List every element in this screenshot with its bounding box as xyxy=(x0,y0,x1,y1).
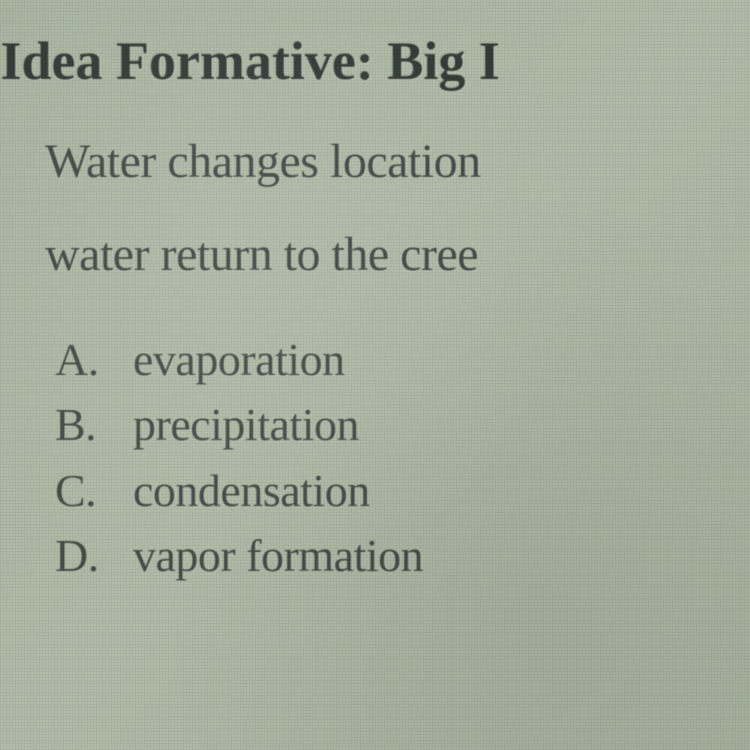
option-a: A.evaporation xyxy=(55,327,750,392)
option-c: C.condensation xyxy=(55,458,750,523)
option-text: condensation xyxy=(133,465,370,516)
option-letter: C. xyxy=(55,458,133,523)
option-text: vapor formation xyxy=(133,530,423,581)
option-text: evaporation xyxy=(133,334,345,385)
option-letter: B. xyxy=(55,392,133,457)
option-d: D.vapor formation xyxy=(55,523,750,588)
question-line-1: Water changes location xyxy=(45,134,750,189)
section-heading: g Idea Formative: Big I xyxy=(0,30,750,92)
option-letter: A. xyxy=(55,327,133,392)
question-line-2: water return to the cree xyxy=(45,227,750,282)
option-text: precipitation xyxy=(133,399,359,450)
option-b: B.precipitation xyxy=(55,392,750,457)
answer-options: A.evaporation B.precipitation C.condensa… xyxy=(55,327,750,588)
option-letter: D. xyxy=(55,523,133,588)
